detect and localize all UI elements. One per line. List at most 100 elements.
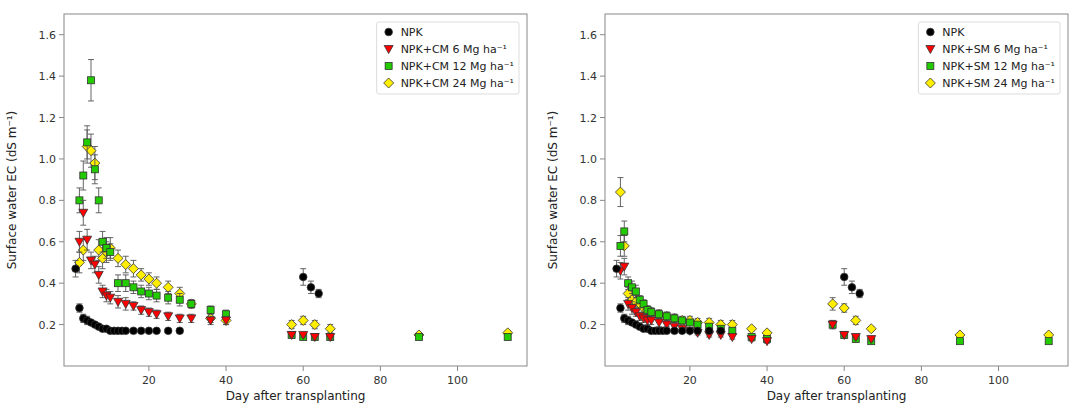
error-bar — [84, 126, 90, 159]
y-tick-label: 1.4 — [39, 70, 57, 83]
marker — [504, 334, 511, 341]
marker — [165, 294, 172, 301]
y-tick-label: 1.4 — [580, 70, 598, 83]
marker — [80, 172, 87, 179]
plot-frame — [64, 14, 527, 366]
marker — [144, 309, 153, 317]
error-bar — [146, 287, 152, 299]
error-bar — [115, 275, 121, 292]
y-tick-label: 0.8 — [580, 194, 598, 207]
marker — [866, 324, 876, 334]
error-bar — [849, 281, 855, 293]
error-bar — [165, 291, 171, 303]
marker — [107, 249, 114, 256]
plot-background — [605, 14, 1068, 366]
marker — [671, 315, 678, 322]
error-bar — [841, 269, 847, 286]
marker — [663, 327, 671, 335]
error-bar — [177, 294, 183, 306]
marker — [84, 139, 91, 146]
marker — [656, 311, 663, 318]
y-tick-label: 1.0 — [580, 153, 598, 166]
error-bar — [138, 285, 144, 297]
marker — [79, 209, 88, 217]
chart: 204060801000.20.40.60.81.01.21.41.6Day a… — [0, 0, 1082, 412]
marker — [164, 313, 173, 321]
error-bar — [671, 314, 677, 322]
legend-label: NPK+CM 12 Mg ha⁻¹ — [401, 60, 514, 73]
marker — [130, 284, 137, 291]
marker — [152, 311, 161, 319]
marker — [694, 327, 702, 335]
marker — [839, 303, 849, 313]
marker — [115, 280, 122, 287]
marker — [188, 300, 195, 307]
legend-label: NPK+SM 24 Mg ha⁻¹ — [942, 77, 1055, 90]
marker — [121, 300, 130, 308]
y-tick-label: 1.6 — [580, 29, 598, 42]
x-tick — [226, 366, 227, 371]
error-bar — [76, 304, 82, 312]
panel: 204060801000.20.40.60.81.01.21.41.6Day a… — [546, 14, 1068, 403]
error-bar — [300, 269, 306, 286]
marker — [287, 320, 297, 330]
marker — [315, 290, 323, 298]
series — [615, 178, 1053, 340]
marker — [728, 334, 737, 342]
marker — [685, 327, 694, 335]
marker — [685, 315, 695, 325]
error-bar — [88, 60, 94, 101]
marker — [299, 273, 307, 281]
marker — [186, 299, 196, 309]
error-bar — [316, 289, 322, 297]
marker — [841, 331, 848, 338]
y-tick-label: 0.8 — [39, 194, 57, 207]
marker — [130, 327, 138, 335]
y-tick — [600, 158, 605, 159]
marker — [840, 331, 849, 339]
marker — [75, 238, 84, 246]
marker — [153, 327, 161, 335]
x-tick — [457, 366, 458, 371]
error-bar — [188, 300, 194, 308]
error-bar — [857, 289, 863, 297]
marker — [679, 317, 686, 324]
marker — [851, 334, 860, 342]
y-axis-label: Surface water EC (dS m⁻¹) — [5, 111, 19, 270]
marker — [663, 313, 670, 320]
marker — [222, 317, 231, 325]
y-tick-label: 1.6 — [39, 29, 57, 42]
x-axis-label: Day after transplanting — [226, 389, 366, 403]
marker — [299, 331, 308, 339]
x-tick-label: 80 — [373, 374, 387, 387]
y-tick — [600, 241, 605, 242]
marker — [163, 282, 173, 292]
marker — [137, 327, 145, 335]
marker — [91, 166, 98, 173]
data-layer — [613, 178, 1054, 346]
marker — [122, 327, 130, 335]
marker — [138, 288, 145, 295]
legend-marker — [927, 28, 935, 36]
series — [616, 258, 876, 345]
error-bar — [96, 188, 102, 213]
error-bar — [614, 260, 620, 277]
error-bar — [617, 304, 623, 312]
error-bar — [80, 161, 86, 190]
marker — [717, 327, 725, 335]
legend-label: NPK+CM 24 Mg ha⁻¹ — [401, 77, 514, 90]
x-tick — [303, 366, 304, 371]
legend-background — [918, 22, 1060, 94]
marker — [655, 319, 664, 327]
y-tick — [59, 241, 64, 242]
marker — [307, 284, 315, 292]
x-tick-label: 60 — [837, 374, 851, 387]
y-tick — [59, 283, 64, 284]
marker — [851, 315, 861, 325]
y-tick — [600, 324, 605, 325]
marker — [621, 228, 628, 235]
error-bar — [648, 308, 654, 316]
legend-marker — [925, 78, 935, 88]
error-bar — [679, 316, 685, 324]
marker — [686, 327, 694, 335]
